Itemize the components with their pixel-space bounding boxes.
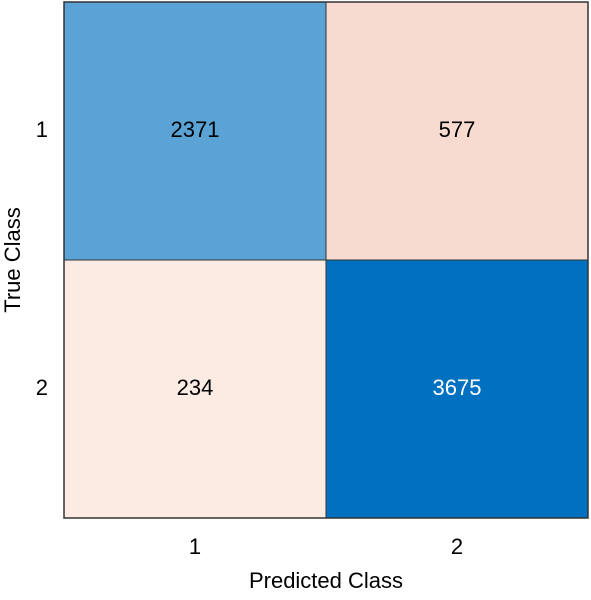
cell-label: 234 <box>177 375 214 400</box>
cell <box>63 259 327 519</box>
cell <box>63 1 327 261</box>
y-axis-label: True Class <box>0 207 25 313</box>
cell-label: 577 <box>439 117 476 142</box>
plot-border <box>63 1 589 519</box>
y-tick-label: 2 <box>36 375 48 400</box>
cell-label: 2371 <box>171 117 220 142</box>
x-tick-label: 2 <box>451 534 463 559</box>
cell <box>325 1 589 261</box>
x-tick-label: 1 <box>189 534 201 559</box>
x-axis-label: Predicted Class <box>249 568 403 593</box>
cell-label: 3675 <box>433 375 482 400</box>
y-tick-label: 1 <box>36 117 48 142</box>
cell <box>325 259 589 519</box>
